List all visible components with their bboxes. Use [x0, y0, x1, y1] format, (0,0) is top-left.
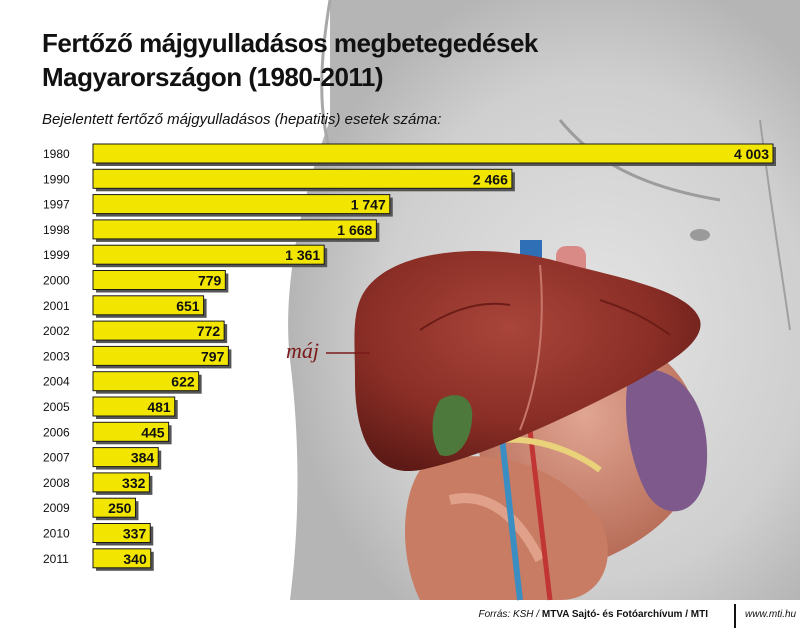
- year-label-1998: 1998: [43, 223, 70, 237]
- value-label-2001: 651: [176, 298, 200, 314]
- bar-2003: [92, 345, 229, 366]
- bar-1997: [92, 194, 391, 215]
- gallbladder-shape: [432, 395, 473, 456]
- source-credit: Forrás: KSH / MTVA Sajtó- és Fotóarchívu…: [479, 609, 708, 620]
- value-label-2006: 445: [141, 424, 165, 440]
- value-label-1990: 2 466: [473, 171, 508, 187]
- chart-subtitle: Bejelentett fertőző májgyulladásos (hepa…: [42, 111, 442, 128]
- year-label-1999: 1999: [43, 248, 70, 262]
- year-label-2004: 2004: [43, 375, 70, 389]
- year-label-1990: 1990: [43, 172, 70, 186]
- bar-2000: [92, 270, 226, 290]
- value-label-2010: 337: [123, 526, 147, 542]
- bar-2011: [92, 548, 152, 569]
- year-label-2009: 2009: [43, 501, 70, 515]
- year-label-2001: 2001: [43, 299, 70, 313]
- year-label-2005: 2005: [43, 400, 70, 414]
- value-label-2004: 622: [171, 374, 195, 390]
- spleen-shape: [625, 368, 708, 512]
- bar-1999: [92, 244, 325, 265]
- year-label-1980: 1980: [43, 147, 70, 161]
- year-label-2002: 2002: [43, 324, 70, 338]
- bar-1990: [92, 168, 513, 189]
- value-label-2003: 797: [201, 348, 225, 364]
- source-agency: MTVA Sajtó- és Fotóarchívum / MTI: [541, 609, 708, 620]
- year-label-2003: 2003: [43, 349, 70, 363]
- year-label-2011: 2011: [43, 552, 69, 566]
- source-prefix: Forrás: KSH /: [478, 609, 540, 620]
- chart-title-line-1: Fertőző májgyulladásos megbetegedések: [42, 28, 538, 58]
- bar-2009: [92, 497, 136, 518]
- bar-2010: [92, 523, 151, 543]
- value-label-2011: 340: [123, 551, 147, 567]
- bar-2005: [92, 396, 176, 417]
- value-label-1999: 1 361: [285, 247, 320, 263]
- value-label-1997: 1 747: [351, 197, 386, 213]
- intestine-shape: [405, 456, 608, 600]
- bar-2004: [92, 371, 200, 392]
- footer-divider: [734, 604, 736, 628]
- bar-2001: [92, 295, 205, 316]
- year-label-2006: 2006: [43, 425, 70, 439]
- bar-2002: [92, 320, 225, 341]
- bar-2006: [92, 421, 170, 442]
- year-label-2007: 2007: [43, 451, 70, 465]
- value-label-2008: 332: [122, 475, 146, 491]
- value-label-2000: 779: [198, 273, 222, 289]
- bar-1998: [92, 219, 377, 240]
- footer-website: www.mti.hu: [745, 609, 797, 620]
- value-label-2005: 481: [147, 399, 171, 415]
- value-label-1980: 4 003: [734, 146, 769, 162]
- chart-title-line-2: Magyarországon (1980-2011): [42, 62, 384, 92]
- footer: Forrás: KSH / MTVA Sajtó- és Fotóarchívu…: [0, 600, 800, 632]
- year-label-2000: 2000: [43, 274, 70, 288]
- bar-2007: [92, 447, 159, 468]
- year-label-1997: 1997: [43, 198, 70, 212]
- value-label-2009: 250: [108, 500, 132, 516]
- year-label-2010: 2010: [43, 527, 70, 541]
- liver-label: máj: [286, 338, 319, 363]
- year-label-2008: 2008: [43, 476, 70, 490]
- value-label-2002: 772: [197, 323, 221, 339]
- value-label-2007: 384: [131, 450, 155, 466]
- bar-1980: [92, 143, 774, 164]
- bar-2008: [92, 472, 150, 493]
- value-label-1998: 1 668: [337, 222, 372, 238]
